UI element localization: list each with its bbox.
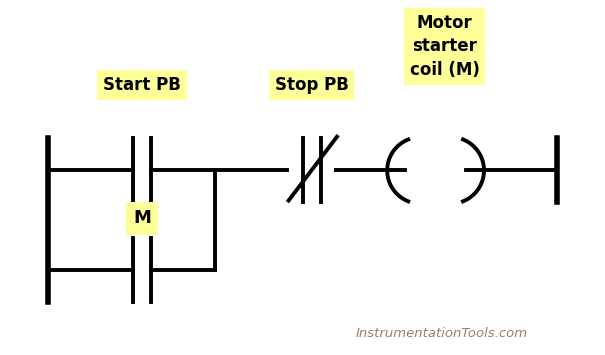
Text: M: M [133,209,151,227]
Text: InstrumentationTools.com: InstrumentationTools.com [356,327,528,340]
Text: Stop PB: Stop PB [275,76,348,94]
Text: Motor
starter
coil (M): Motor starter coil (M) [410,13,480,79]
Text: Start PB: Start PB [103,76,181,94]
